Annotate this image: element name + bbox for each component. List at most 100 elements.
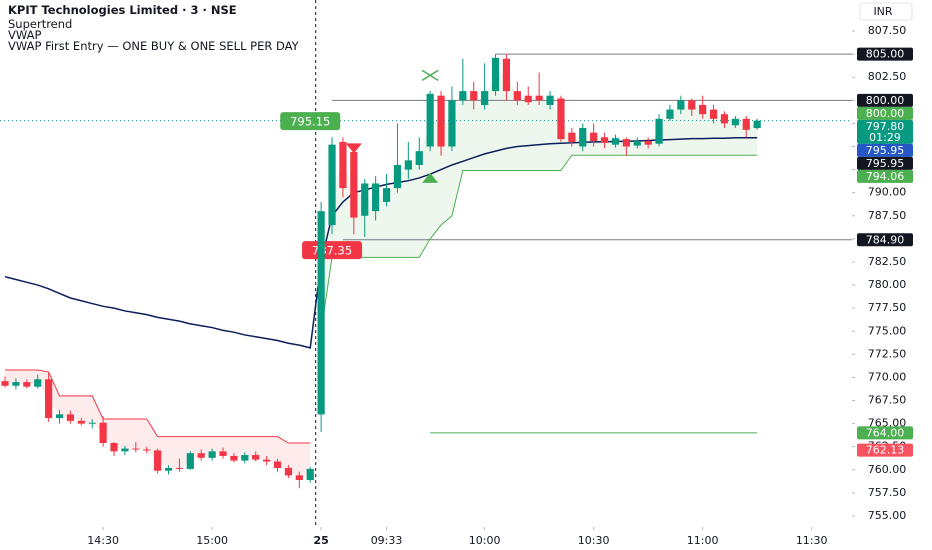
candle-body [197,453,205,458]
candle-body [426,93,434,147]
candle-body [23,382,31,387]
candle-body [273,461,282,468]
y-tick-label: 772.50 [868,347,907,360]
candle-body [393,164,402,189]
price-tag-label: 762.13 [866,444,905,457]
candle-body [470,91,478,101]
candle-body [132,448,140,450]
candle-body [742,118,750,130]
candle-body [481,91,489,105]
price-tag [857,119,913,144]
price-tag [857,233,913,247]
candle-body [568,132,576,142]
candle-body [699,104,707,115]
supertrend-line [320,154,758,332]
indicator-label: Supertrend [8,17,72,31]
price-tag [857,93,913,107]
candle-body [208,451,216,458]
candle-body [143,449,151,451]
trade-label: 795.15 [290,115,330,129]
candle-body [709,109,718,119]
candle-body [219,451,227,456]
candle-body [154,450,162,471]
candle-body [611,138,620,145]
y-tick-label: 775.00 [868,324,907,337]
indicator-label: VWAP First Entry — ONE BUY & ONE SELL PE… [8,39,300,53]
candle-body [121,448,129,452]
trade-label-box [280,112,341,131]
price-tag-label: 805.00 [866,48,905,61]
y-tick-label: 807.50 [868,24,907,37]
candle-body [535,95,543,101]
candle-body [317,211,325,415]
x-tick-label: 10:00 [469,534,501,547]
candle-body [350,152,358,218]
price-tag-label: 795.95 [866,144,905,157]
candle-body [77,420,85,424]
price-tag-label: 797.80 [866,120,905,133]
candle-body [600,137,609,143]
candle-body [284,467,293,476]
candle-body [491,57,500,92]
candle-body [382,188,391,202]
y-tick-label: 755.00 [868,509,907,522]
candle-body [546,95,554,105]
candle-body [633,140,641,146]
candle-body [186,453,194,469]
x-tick-label: 11:00 [687,534,719,547]
y-tick-label: 770.00 [868,370,907,383]
candle-body [557,98,565,140]
candle-body [513,91,521,101]
candle-body [339,141,347,189]
y-tick-label: 780.00 [868,278,907,291]
price-tag-label: 795.95 [866,157,905,170]
price-tag [857,143,913,157]
candle-body [34,379,42,387]
price-tag-label: 784.90 [866,233,905,246]
candle-body [753,120,761,129]
candle-body [688,100,696,110]
indicator-label: VWAP [8,28,41,42]
currency[interactable]: INR [873,5,892,18]
candle-body [579,128,587,147]
y-tick-label: 790.00 [868,186,907,199]
candle-body [306,468,314,480]
candle-body [1,381,9,386]
price-tag [857,169,913,183]
candle-body [372,183,380,212]
chart-title: KPIT Technologies Limited · 3 · NSE [8,3,237,17]
price-countdown: 01:29 [869,131,901,144]
candle-body [415,151,423,165]
candle-body [720,114,729,124]
y-tick-label: 757.50 [868,486,907,499]
candle-body [230,455,238,461]
candle-body [502,58,511,92]
candle-body [328,144,336,226]
candle-body [437,95,445,147]
candle-body [655,118,663,144]
candle-body [88,422,96,424]
candle-body [622,139,630,147]
candle-body [644,140,652,145]
candle-body [45,379,53,419]
y-tick-label: 767.50 [868,394,907,407]
candle-body [731,118,739,126]
currency-box[interactable] [859,2,913,21]
candle-body [252,455,260,460]
candle-body [99,422,107,444]
candle-body [66,414,75,421]
x-tick-label: 11:30 [796,534,828,547]
price-tag [857,47,913,61]
x-tick-label: 14:30 [87,534,119,547]
candle-body [590,132,598,141]
candle-body [164,467,173,471]
signal-buy [422,172,439,183]
candle-body [361,183,369,216]
x-tick-label: 25 [313,534,328,547]
x-tick-label: 15:00 [196,534,228,547]
candle-body [55,414,64,419]
price-tag-label: 800.00 [866,94,905,107]
candle-body [263,459,271,462]
